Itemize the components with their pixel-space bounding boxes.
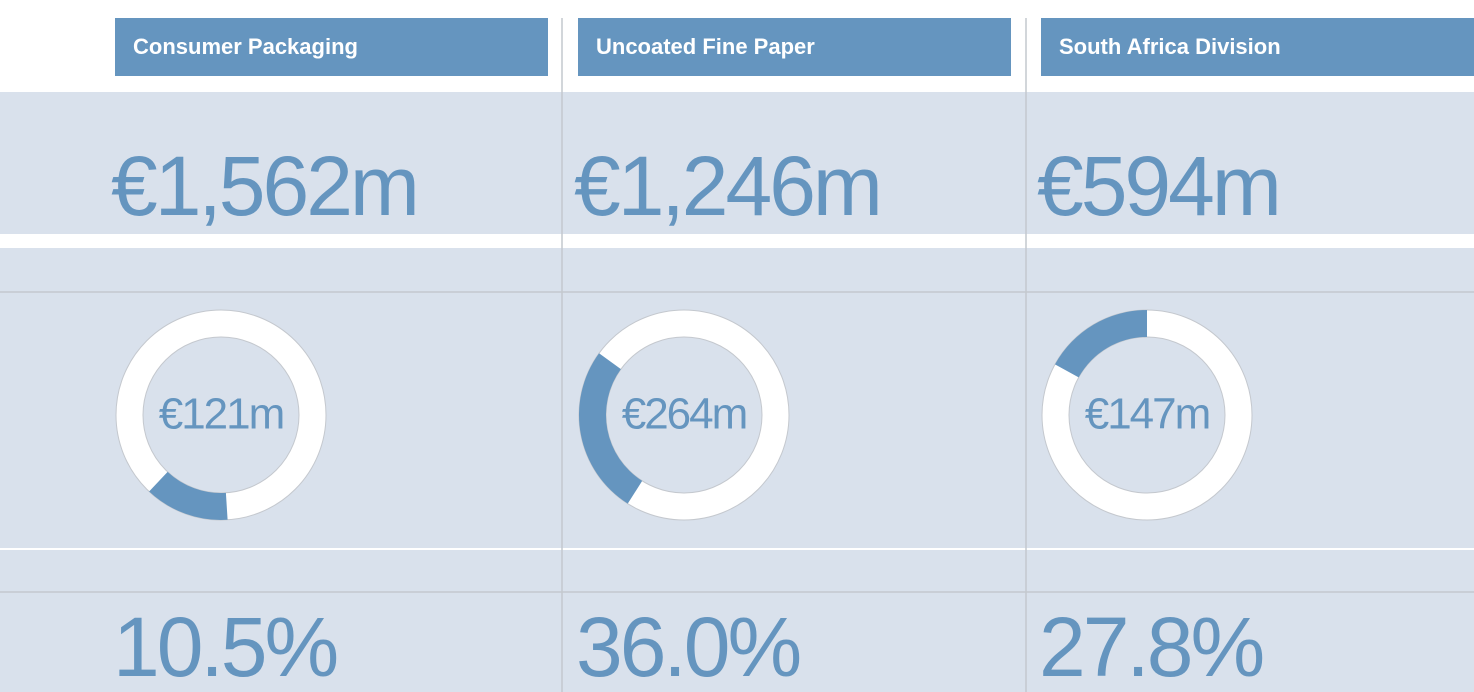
donut-label: €264m <box>622 390 747 439</box>
header-text: Uncoated Fine Paper <box>596 34 815 59</box>
revenue: €594m <box>1037 139 1279 233</box>
donut-outline <box>115 309 327 521</box>
revenue: €1,562m <box>111 139 417 233</box>
percent: 27.8% <box>1039 600 1262 692</box>
band <box>0 92 1474 234</box>
column-header <box>1041 18 1474 76</box>
percent: 10.5% <box>113 600 336 692</box>
column-header <box>115 18 548 76</box>
donut-segment <box>149 471 228 520</box>
donut-segment <box>1054 310 1147 378</box>
header-text: South Africa Division <box>1059 34 1281 59</box>
band <box>0 550 1474 692</box>
donut-label: €147m <box>1085 390 1210 439</box>
header-text: Consumer Packaging <box>133 34 358 59</box>
donut-segment <box>579 353 643 504</box>
percent: 36.0% <box>576 600 799 692</box>
donut-label: €121m <box>159 390 284 439</box>
revenue: €1,246m <box>574 139 880 233</box>
column-header <box>578 18 1011 76</box>
